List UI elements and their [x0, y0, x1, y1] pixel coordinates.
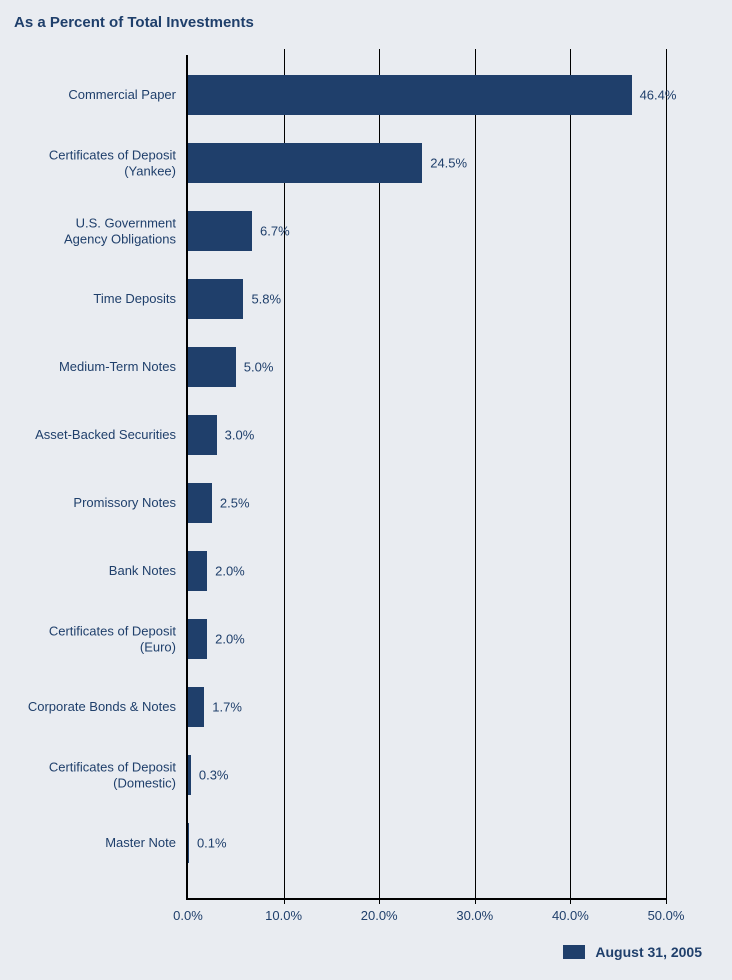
category-label: Bank Notes — [109, 563, 176, 579]
bar: 24.5% — [188, 143, 422, 183]
legend-label: August 31, 2005 — [595, 944, 702, 960]
bar: 3.0% — [188, 415, 217, 455]
bar-value-label: 5.0% — [244, 360, 274, 375]
bar-value-label: 2.0% — [215, 564, 245, 579]
category-label: Certificates of Deposit (Yankee) — [49, 147, 176, 178]
bar: 5.0% — [188, 347, 236, 387]
bar-value-label: 3.0% — [225, 428, 255, 443]
bar: 2.5% — [188, 483, 212, 523]
bar-value-label: 2.0% — [215, 632, 245, 647]
category-label: Commercial Paper — [68, 87, 176, 103]
bar-row: Corporate Bonds & Notes1.7% — [188, 687, 666, 727]
bar: 46.4% — [188, 75, 632, 115]
bar: 0.1% — [188, 823, 189, 863]
bar-row: Certificates of Deposit (Yankee)24.5% — [188, 143, 666, 183]
plot-area: 0.0%10.0%20.0%30.0%40.0%50.0%Commercial … — [186, 55, 666, 900]
bar-value-label: 6.7% — [260, 224, 290, 239]
x-tick-label: 20.0% — [361, 908, 398, 923]
bar-row: Medium-Term Notes5.0% — [188, 347, 666, 387]
bar-row: Commercial Paper46.4% — [188, 75, 666, 115]
bar-value-label: 1.7% — [212, 700, 242, 715]
bar-value-label: 46.4% — [640, 88, 677, 103]
category-label: Medium-Term Notes — [59, 359, 176, 375]
category-label: Asset-Backed Securities — [35, 427, 176, 443]
bar-value-label: 5.8% — [251, 292, 281, 307]
category-label: Promissory Notes — [73, 495, 176, 511]
bar-row: Asset-Backed Securities3.0% — [188, 415, 666, 455]
legend-swatch — [563, 945, 585, 959]
bar: 6.7% — [188, 211, 252, 251]
x-gridline — [666, 49, 667, 904]
category-label: Master Note — [105, 835, 176, 851]
bar-row: Time Deposits5.8% — [188, 279, 666, 319]
bar-row: Master Note0.1% — [188, 823, 666, 863]
x-tick-label: 10.0% — [265, 908, 302, 923]
legend: August 31, 2005 — [563, 944, 702, 960]
chart-title: As a Percent of Total Investments — [14, 14, 254, 31]
bar-row: U.S. Government Agency Obligations6.7% — [188, 211, 666, 251]
x-tick-label: 40.0% — [552, 908, 589, 923]
category-label: Time Deposits — [93, 291, 176, 307]
bar-row: Bank Notes2.0% — [188, 551, 666, 591]
bar-row: Certificates of Deposit (Domestic)0.3% — [188, 755, 666, 795]
category-label: Certificates of Deposit (Euro) — [49, 623, 176, 654]
bar: 1.7% — [188, 687, 204, 727]
x-tick-label: 50.0% — [648, 908, 685, 923]
bar-value-label: 2.5% — [220, 496, 250, 511]
category-label: Certificates of Deposit (Domestic) — [49, 759, 176, 790]
bar-value-label: 24.5% — [430, 156, 467, 171]
bar-value-label: 0.1% — [197, 836, 227, 851]
category-label: Corporate Bonds & Notes — [28, 699, 176, 715]
bar: 2.0% — [188, 619, 207, 659]
bar: 5.8% — [188, 279, 243, 319]
bar-value-label: 0.3% — [199, 768, 229, 783]
bar: 2.0% — [188, 551, 207, 591]
x-tick-label: 0.0% — [173, 908, 203, 923]
x-tick-label: 30.0% — [456, 908, 493, 923]
bar-row: Certificates of Deposit (Euro)2.0% — [188, 619, 666, 659]
bar-row: Promissory Notes2.5% — [188, 483, 666, 523]
bar: 0.3% — [188, 755, 191, 795]
category-label: U.S. Government Agency Obligations — [64, 215, 176, 246]
